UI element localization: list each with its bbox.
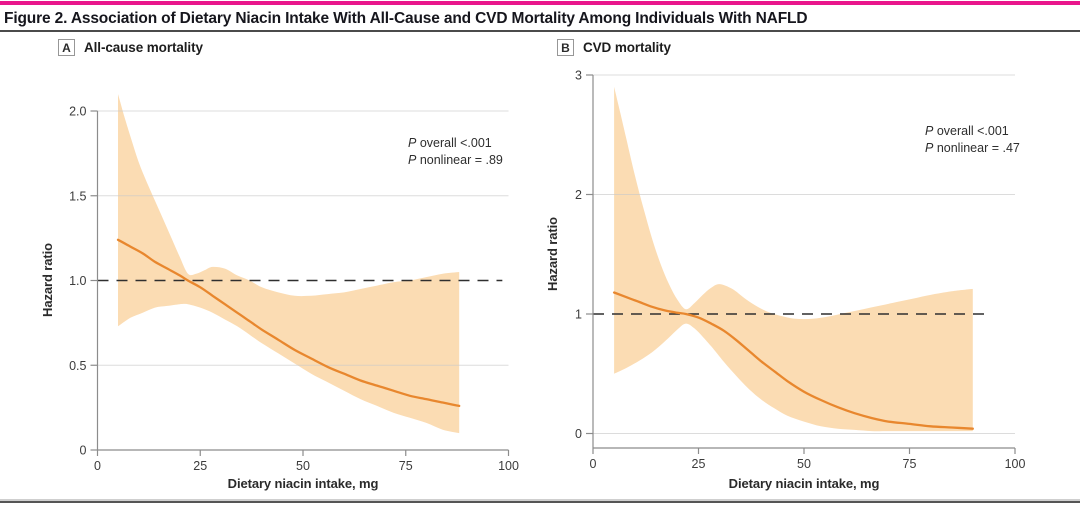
panel-b-letter-badge: B [557, 39, 574, 56]
x-axis-title: Dietary niacin intake, mg [228, 476, 379, 491]
x-tick-label: 0 [94, 459, 101, 473]
p-value-annotation: P overall <.001 [408, 136, 492, 150]
x-axis-title: Dietary niacin intake, mg [729, 476, 880, 491]
y-tick-label: 2 [575, 188, 582, 202]
x-tick-label: 0 [590, 457, 597, 471]
y-tick-label: 0 [80, 444, 87, 458]
p-value-annotation: P overall <.001 [925, 124, 1009, 138]
hazard-ratio-curve [612, 291, 974, 430]
p-value-annotation: P nonlinear = .47 [925, 141, 1020, 155]
y-tick-label: 1 [575, 308, 582, 322]
y-tick-label: 2.0 [69, 105, 86, 119]
y-tick-label: 0.5 [69, 359, 86, 373]
cvd-mortality-chart: 0 1 2 3 0 25 50 75 100 Hazard ratio Dietary niacin… [545, 69, 1026, 492]
y-tick-label: 3 [575, 69, 582, 83]
confidence-band [118, 94, 460, 434]
brand-accent-bar [0, 1, 1080, 5]
panel-a-letter-badge: A [58, 39, 75, 56]
x-tick-label: 50 [296, 459, 310, 473]
figure-bottom-divider [0, 501, 1080, 503]
confidence-band [614, 86, 973, 432]
y-tick-label: 0 [575, 427, 582, 441]
y-tick-label: 1.5 [69, 189, 86, 203]
x-tick-label: 25 [193, 459, 207, 473]
x-tick-label: 100 [498, 459, 519, 473]
all-cause-mortality-chart: 0 0.5 1.0 1.5 2.0 0 25 50 75 100 Hazard ratio Dieta… [40, 94, 519, 491]
panel-a-title: All-cause mortality [84, 40, 203, 55]
panel-a-header: A All-cause mortality [58, 39, 203, 56]
y-axis-title: Hazard ratio [40, 243, 55, 317]
x-tick-label: 100 [1005, 457, 1026, 471]
y-axis-title: Hazard ratio [545, 217, 560, 291]
panel-b-header: B CVD mortality [557, 39, 671, 56]
panel-b-title: CVD mortality [583, 40, 671, 55]
hazard-ratio-curve [116, 238, 461, 408]
figure-title: Figure 2. Association of Dietary Niacin … [4, 10, 808, 27]
p-value-annotation: P nonlinear = .89 [408, 153, 503, 167]
title-divider [0, 30, 1080, 32]
y-tick-label: 1.0 [69, 274, 86, 288]
x-tick-label: 50 [797, 457, 811, 471]
x-tick-label: 75 [399, 459, 413, 473]
x-tick-label: 75 [903, 457, 917, 471]
x-tick-label: 25 [692, 457, 706, 471]
